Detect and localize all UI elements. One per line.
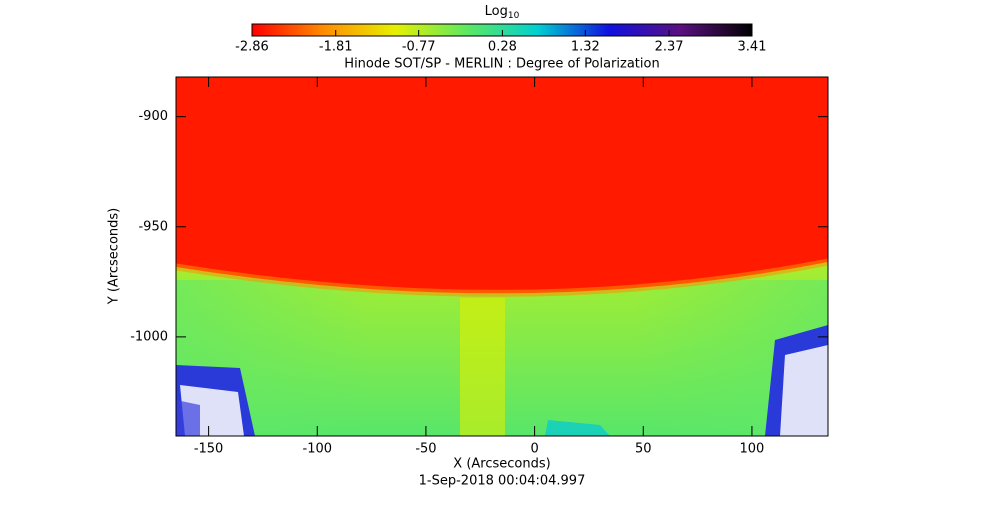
x-tick-label: 0 xyxy=(530,442,538,457)
colorbar-label-text: Log xyxy=(485,4,508,19)
colorbar-tick-label: -2.86 xyxy=(235,40,269,55)
y-axis-label: Y (Arcseconds) xyxy=(107,208,122,305)
x-tick-label: -50 xyxy=(415,442,436,457)
colorbar-label: Log10 xyxy=(485,4,520,21)
x-tick-label: 50 xyxy=(635,442,652,457)
y-tick-label: -950 xyxy=(138,219,168,234)
colorbar-label-sub: 10 xyxy=(508,11,520,21)
image xyxy=(176,77,828,436)
colorbar-tick-label: 1.32 xyxy=(571,40,600,55)
x-axis-label: X (Arcseconds) xyxy=(453,457,550,472)
x-tick-label: -100 xyxy=(303,442,333,457)
colorbar-tick-label: 3.41 xyxy=(738,40,767,55)
colorbar-tick-label: 0.28 xyxy=(488,40,517,55)
plot-frame xyxy=(175,76,829,437)
x-tick-label: -150 xyxy=(194,442,224,457)
colorbar-tick-label: -1.81 xyxy=(319,40,353,55)
chart-title: Hinode SOT/SP - MERLIN : Degree of Polar… xyxy=(344,57,659,72)
colorbar-tick-label: -0.77 xyxy=(402,40,436,55)
x-tick-label: 100 xyxy=(740,442,765,457)
y-tick-label: -1000 xyxy=(130,329,168,344)
date-label: 1-Sep-2018 00:04:04.997 xyxy=(419,474,586,489)
colorbar-tick-label: 2.37 xyxy=(655,40,684,55)
y-tick-label: -900 xyxy=(138,109,168,124)
